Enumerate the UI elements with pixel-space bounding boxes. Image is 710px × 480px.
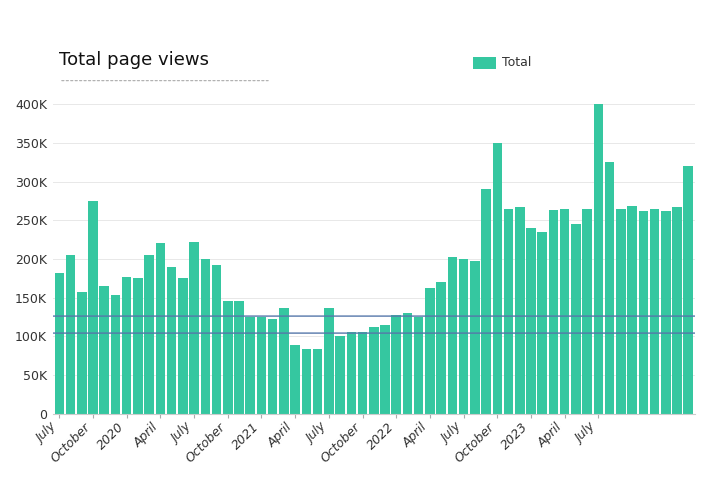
Text: Total page views: Total page views — [59, 51, 209, 69]
Bar — [324, 308, 334, 413]
Bar — [437, 282, 446, 413]
Bar — [504, 209, 513, 413]
Bar — [628, 206, 637, 413]
Bar — [549, 210, 558, 413]
Bar — [481, 189, 491, 413]
Bar — [414, 317, 423, 413]
Bar — [155, 243, 165, 413]
Bar — [167, 266, 176, 413]
Bar — [212, 265, 222, 413]
Bar — [582, 209, 592, 413]
FancyBboxPatch shape — [474, 57, 496, 69]
Bar — [515, 207, 525, 413]
Bar — [77, 292, 87, 413]
Bar — [257, 317, 266, 413]
Bar — [470, 261, 480, 413]
Bar — [290, 346, 300, 413]
Bar — [459, 259, 469, 413]
Bar — [560, 209, 569, 413]
Bar — [313, 348, 322, 413]
Bar — [369, 327, 378, 413]
Bar — [246, 317, 255, 413]
Bar — [111, 295, 120, 413]
Bar — [594, 104, 604, 413]
Bar — [571, 224, 581, 413]
Bar — [234, 301, 244, 413]
Bar — [526, 228, 536, 413]
Bar — [133, 278, 143, 413]
Bar — [605, 162, 614, 413]
Bar — [335, 336, 345, 413]
Bar — [358, 332, 367, 413]
Text: Total: Total — [502, 56, 532, 69]
Bar — [223, 301, 233, 413]
Bar — [122, 276, 131, 413]
Bar — [88, 201, 98, 413]
Bar — [537, 232, 547, 413]
Bar — [381, 324, 390, 413]
Bar — [279, 308, 289, 413]
Bar — [268, 319, 278, 413]
Bar — [650, 209, 660, 413]
Bar — [66, 255, 75, 413]
Bar — [684, 166, 693, 413]
Bar — [55, 273, 64, 413]
Bar — [616, 209, 626, 413]
Bar — [178, 278, 187, 413]
Bar — [99, 286, 109, 413]
Bar — [672, 207, 682, 413]
Bar — [661, 211, 670, 413]
Bar — [144, 255, 154, 413]
Bar — [190, 242, 199, 413]
Bar — [447, 257, 457, 413]
Bar — [493, 143, 502, 413]
Bar — [638, 211, 648, 413]
Bar — [425, 288, 435, 413]
Bar — [200, 259, 210, 413]
Bar — [346, 332, 356, 413]
Bar — [302, 349, 311, 413]
Bar — [391, 314, 401, 413]
Bar — [403, 313, 413, 413]
